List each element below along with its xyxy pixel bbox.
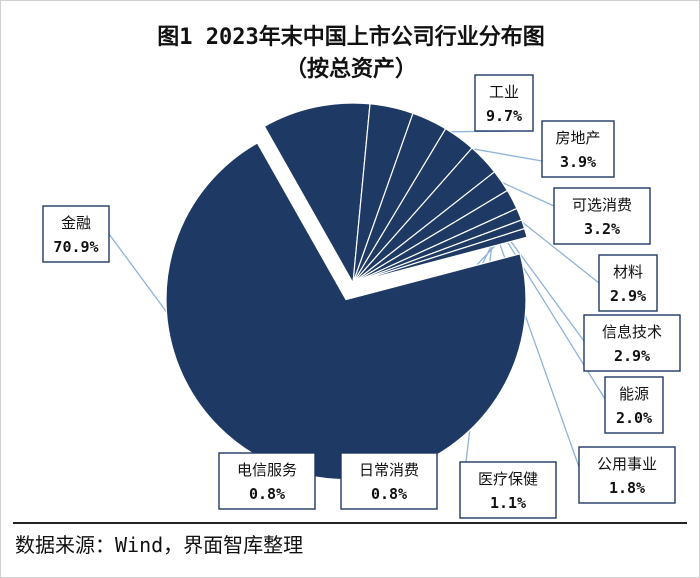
slice-label: 医疗保健 1.1% [459,461,557,519]
slice-label: 公用事业 1.8% [578,446,676,504]
slice-value-label: 1.8% [609,479,645,497]
slice-label: 工业 9.7% [474,74,534,132]
slice-value-label: 0.8% [249,485,285,503]
slice-name-label: 能源 [619,385,649,403]
pie-slice [263,102,371,285]
slice-label: 房地产 3.9% [541,120,615,178]
slice-name-label: 公用事业 [597,455,657,473]
label-box [459,461,557,519]
slice-label: 能源 2.0% [604,376,664,434]
label-box [42,205,110,263]
slice-name-label: 房地产 [555,129,600,147]
slice-value-label: 2.9% [614,347,650,365]
label-box [541,120,615,178]
label-box [474,74,534,132]
slice-value-label: 0.8% [371,485,407,503]
label-box [604,376,664,434]
chart-title: 图1 2023年末中国上市公司行业分布图 [157,25,545,50]
slice-name-label: 金融 [61,214,91,232]
pie-chart: 金融 70.9% 工业 9.7% 房地产 3.9% 可选消费 3.2% 材料 2.9% 信息技术 2.… [42,74,681,519]
source-note: 数据来源：Wind，界面智库整理 [15,533,304,557]
pie-slice [352,227,528,284]
leader-line [487,211,580,468]
slice-value-label: 3.2% [584,220,620,238]
slice-name-label: 材料 [613,263,643,281]
label-box [553,187,651,245]
source-divider [13,522,687,524]
slice-name-label: 医疗保健 [478,470,538,488]
slice-label: 金融 70.9% [42,205,110,263]
slice-value-label: 9.7% [486,107,522,125]
slice-name-label: 可选消费 [572,196,632,214]
slice-label: 日常消费 0.8% [340,452,438,510]
label-box [583,314,681,372]
slice-label: 材料 2.9% [598,254,658,312]
chart-subtitle: （按总资产） [284,57,417,82]
slice-name-label: 信息技术 [602,323,662,341]
label-box [598,254,658,312]
slice-value-label: 2.0% [616,409,652,427]
label-box [218,452,316,510]
label-box [578,446,676,504]
slice-name-label: 工业 [489,83,519,101]
slice-value-label: 70.9% [53,238,98,256]
slice-label: 信息技术 2.9% [583,314,681,372]
label-box [340,452,438,510]
slice-value-label: 3.9% [560,153,596,171]
slice-name-label: 电信服务 [237,461,297,479]
slice-name-label: 日常消费 [359,461,419,479]
slice-value-label: 1.1% [490,494,526,512]
slice-label: 电信服务 0.8% [218,452,316,510]
slice-value-label: 2.9% [610,287,646,305]
slice-label: 可选消费 3.2% [553,187,651,245]
